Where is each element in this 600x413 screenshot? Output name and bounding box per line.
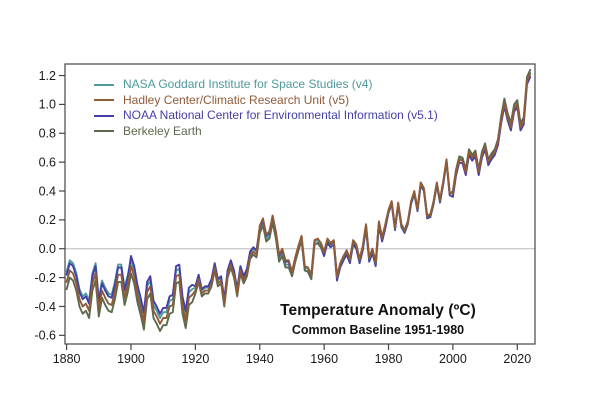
legend-item-noaa-ncei: NOAA National Center for Environmental I… bbox=[94, 108, 438, 124]
x-tick-label: 1900 bbox=[117, 352, 145, 366]
x-tick-label: 2020 bbox=[503, 352, 531, 366]
y-tick-label: 1.0 bbox=[39, 98, 56, 112]
y-tick-label: 1.2 bbox=[39, 69, 56, 83]
x-tick-label: 1880 bbox=[53, 352, 81, 366]
chart-title-block: Temperature Anomaly (ºC) Common Baseline… bbox=[280, 302, 476, 337]
legend-swatch-berkeley-earth bbox=[94, 130, 114, 133]
legend-item-berkeley-earth: Berkeley Earth bbox=[94, 124, 438, 140]
y-tick-label: 0.4 bbox=[39, 184, 56, 198]
y-tick-label: 0.8 bbox=[39, 127, 56, 141]
legend-label-hadley-cru: Hadley Center/Climatic Research Unit (v5… bbox=[123, 92, 350, 107]
x-tick-label: 1980 bbox=[375, 352, 403, 366]
legend-swatch-hadley-cru bbox=[94, 99, 114, 102]
y-tick-label: -0.2 bbox=[34, 271, 56, 285]
x-tick-label: 2000 bbox=[439, 352, 467, 366]
y-tick-label: -0.6 bbox=[34, 329, 56, 343]
y-tick-label: 0.2 bbox=[39, 213, 56, 227]
x-tick-label: 1920 bbox=[181, 352, 209, 366]
legend-label-berkeley-earth: Berkeley Earth bbox=[123, 123, 202, 138]
y-tick-label: 0.0 bbox=[39, 242, 56, 256]
legend-item-nasa-giss: NASA Goddard Institute for Space Studies… bbox=[94, 77, 438, 93]
x-tick-label: 1960 bbox=[310, 352, 338, 366]
legend: NASA Goddard Institute for Space Studies… bbox=[94, 77, 438, 139]
x-tick-label: 1940 bbox=[246, 352, 274, 366]
legend-label-nasa-giss: NASA Goddard Institute for Space Studies… bbox=[123, 77, 373, 91]
legend-label-noaa-ncei: NOAA National Center for Environmental I… bbox=[123, 108, 438, 122]
series-line-hadley-cru bbox=[65, 73, 532, 325]
legend-item-hadley-cru: Hadley Center/Climatic Research Unit (v5… bbox=[94, 93, 438, 109]
chart-title: Temperature Anomaly (ºC) bbox=[280, 302, 476, 319]
legend-swatch-noaa-ncei bbox=[94, 114, 114, 117]
legend-swatch-nasa-giss bbox=[94, 83, 114, 86]
chart-subtitle: Common Baseline 1951-1980 bbox=[291, 323, 465, 337]
plot-frame bbox=[64, 63, 536, 345]
y-tick-label: 0.6 bbox=[39, 155, 56, 169]
y-tick-label: -0.4 bbox=[34, 300, 56, 314]
